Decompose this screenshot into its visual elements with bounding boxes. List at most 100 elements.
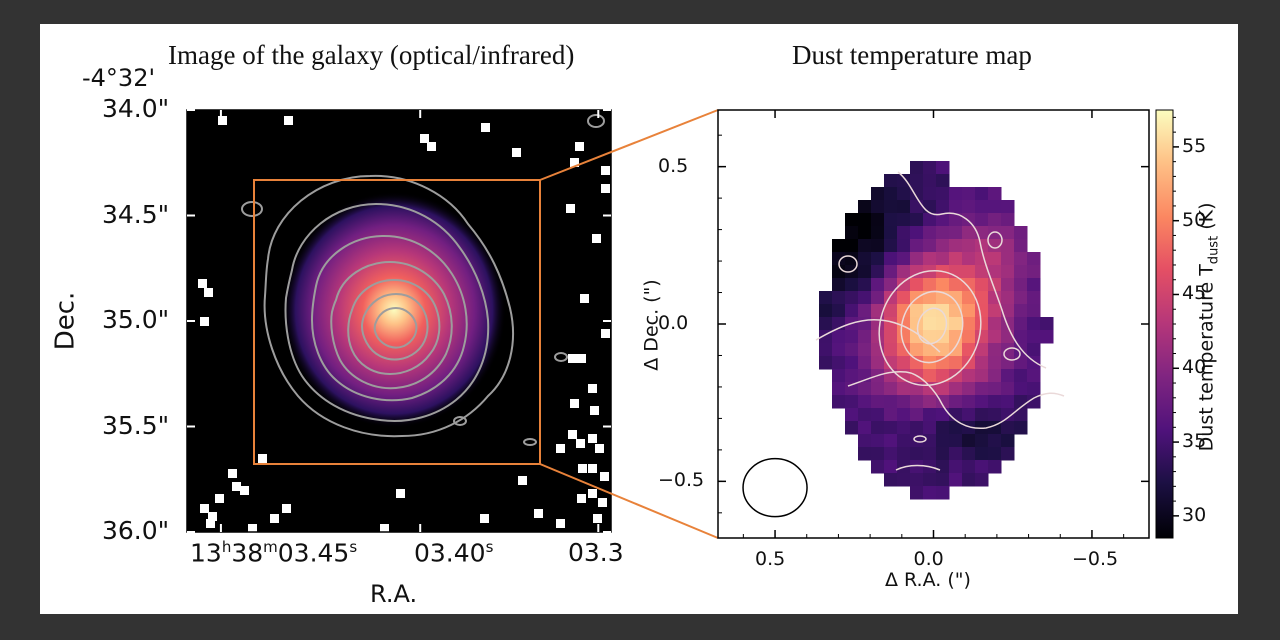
temperature-pixel <box>975 317 989 331</box>
temperature-pixel <box>910 460 924 474</box>
temperature-pixel <box>923 265 937 279</box>
temperature-pixel <box>1027 330 1041 344</box>
temperature-pixel <box>975 408 989 422</box>
temperature-pixel <box>949 447 963 461</box>
temperature-pixel <box>871 252 885 266</box>
temperature-pixel <box>884 356 898 370</box>
temperature-pixel <box>988 369 1002 383</box>
temperature-pixel <box>988 460 1002 474</box>
temperature-pixel <box>910 395 924 409</box>
temp-contour-4 <box>900 290 964 364</box>
temperature-pixel <box>884 200 898 214</box>
temperature-pixel <box>936 239 950 253</box>
temperature-pixel <box>975 382 989 396</box>
temperature-pixel <box>962 317 976 331</box>
contour-7 <box>373 306 418 349</box>
temperature-pixel <box>936 369 950 383</box>
noise-pixel <box>284 116 293 125</box>
left-y-tick-label: 35.0" <box>102 305 170 334</box>
temperature-pixel <box>897 200 911 214</box>
noise-pixel <box>590 406 599 415</box>
temperature-pixel <box>949 460 963 474</box>
temperature-pixel <box>975 447 989 461</box>
x-tick-2-sup: s <box>485 538 494 556</box>
temperature-pixel <box>884 278 898 292</box>
noise-pixel <box>577 494 586 503</box>
right-y-tick-label: 0.5 <box>658 154 689 177</box>
temperature-pixel <box>845 421 859 435</box>
temperature-pixel <box>884 343 898 357</box>
temperature-pixel <box>910 200 924 214</box>
noise-pixel <box>593 514 602 523</box>
temperature-pixel <box>923 486 937 500</box>
temperature-pixel <box>962 408 976 422</box>
temperature-pixel <box>975 200 989 214</box>
temperature-pixel <box>949 421 963 435</box>
temp-contour-8 <box>1003 347 1021 361</box>
temperature-pixel <box>832 304 846 318</box>
temperature-pixel <box>884 304 898 318</box>
temperature-pixel <box>923 447 937 461</box>
temperature-pixel <box>871 187 885 201</box>
temperature-pixel <box>858 408 872 422</box>
temperature-pixel <box>819 317 833 331</box>
colorbar-tick-label: 35 <box>1182 430 1207 453</box>
temperature-pixel <box>1001 304 1015 318</box>
temperature-pixel <box>923 174 937 188</box>
contour-10 <box>453 416 467 426</box>
temperature-pixel <box>923 213 937 227</box>
ra-hours-sup: h <box>221 538 232 556</box>
left-y-tick-label: 34.0" <box>102 94 170 123</box>
contour-9 <box>587 114 605 128</box>
temperature-pixel <box>962 291 976 305</box>
temperature-pixel <box>962 213 976 227</box>
temperature-pixel <box>871 304 885 318</box>
temperature-pixel <box>962 434 976 448</box>
noise-pixel <box>204 288 213 297</box>
temperature-pixel <box>988 434 1002 448</box>
temperature-pixel <box>910 356 924 370</box>
temperature-pixel <box>858 265 872 279</box>
figure-canvas <box>186 109 1179 539</box>
temperature-pixel <box>897 447 911 461</box>
temperature-pixel <box>845 369 859 383</box>
ra-hours: 13 <box>190 538 222 568</box>
temperature-pixel <box>858 382 872 396</box>
temperature-pixel <box>1014 265 1028 279</box>
temperature-pixel <box>910 421 924 435</box>
temperature-pixel <box>949 382 963 396</box>
ra-seconds-sup: s <box>349 538 358 556</box>
temperature-pixel <box>988 382 1002 396</box>
temperature-pixel <box>884 187 898 201</box>
temperature-pixel <box>1001 447 1015 461</box>
temperature-pixel <box>845 278 859 292</box>
temperature-pixel <box>1014 252 1028 266</box>
contour-3 <box>310 234 468 402</box>
noise-pixel <box>598 498 607 507</box>
temperature-pixel <box>910 187 924 201</box>
temperature-pixel <box>1001 356 1015 370</box>
temperature-pixel <box>962 187 976 201</box>
noise-pixel <box>601 329 610 338</box>
temperature-pixel <box>975 304 989 318</box>
noise-pixel <box>600 472 609 481</box>
temperature-pixel <box>897 174 911 188</box>
temperature-pixel <box>858 434 872 448</box>
temperature-pixel <box>962 447 976 461</box>
temperature-pixel <box>871 265 885 279</box>
contour-12 <box>523 438 537 446</box>
temperature-pixel <box>832 382 846 396</box>
noise-pixels <box>198 116 610 532</box>
temperature-pixel <box>1014 304 1028 318</box>
temperature-pixel <box>1001 317 1015 331</box>
temperature-pixel <box>949 239 963 253</box>
noise-pixel <box>556 519 565 528</box>
temperature-pixel <box>884 213 898 227</box>
temperature-pixel <box>923 278 937 292</box>
contour-6 <box>360 292 429 361</box>
temperature-pixel <box>819 304 833 318</box>
noise-pixel <box>577 354 586 363</box>
temperature-pixel <box>845 408 859 422</box>
temp-contour-10 <box>895 464 941 471</box>
temperature-pixel <box>884 252 898 266</box>
